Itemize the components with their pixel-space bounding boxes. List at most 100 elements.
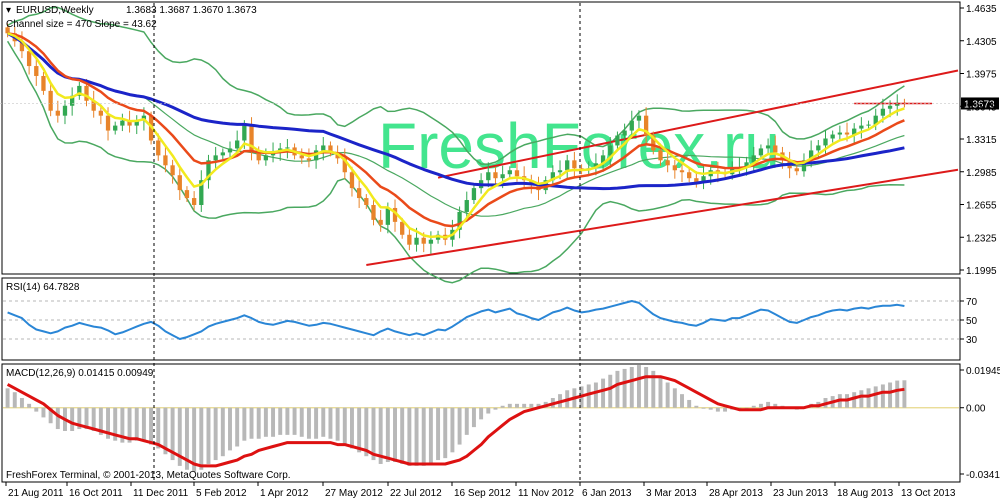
candle-body bbox=[593, 163, 599, 169]
x-axis-tick-label: 23 Jun 2013 bbox=[773, 488, 828, 499]
channel-upper-line bbox=[437, 69, 959, 179]
macd-histogram-bar bbox=[235, 407, 240, 447]
candle-body bbox=[84, 85, 89, 101]
macd-histogram-bar bbox=[443, 407, 448, 459]
candle-body bbox=[866, 124, 871, 126]
candle-body bbox=[306, 158, 312, 161]
macd-histogram-bar bbox=[299, 407, 304, 437]
candle-body bbox=[342, 158, 347, 173]
macd-histogram-bar bbox=[902, 380, 907, 408]
candle-body bbox=[70, 95, 75, 106]
ma-slow-line bbox=[6, 31, 905, 191]
macd-panel bbox=[3, 365, 959, 472]
macd-histogram-bar bbox=[19, 398, 24, 408]
candle-body bbox=[220, 152, 225, 156]
candle-body bbox=[5, 27, 10, 34]
candle-body bbox=[19, 41, 25, 52]
macd-histogram-bar bbox=[48, 407, 53, 424]
macd-histogram-bar bbox=[177, 407, 182, 466]
candle-body bbox=[887, 105, 893, 109]
candle-body bbox=[385, 207, 390, 225]
channel-info: Channel size = 470 Slope = 43.62 bbox=[6, 19, 157, 30]
candle-body bbox=[471, 188, 477, 201]
macd-histogram-bar bbox=[593, 382, 598, 408]
macd-histogram-bar bbox=[134, 407, 139, 441]
x-axis-tick-label: 11 Nov 2012 bbox=[518, 488, 574, 499]
candle-body bbox=[507, 170, 512, 175]
candle-body bbox=[773, 145, 778, 153]
macd-histogram-bar bbox=[321, 407, 326, 437]
price-panel bbox=[0, 6, 960, 284]
collapse-arrow-icon[interactable]: ▾ bbox=[6, 5, 11, 16]
macd-histogram-bar bbox=[895, 380, 900, 408]
candle-body bbox=[127, 120, 132, 126]
macd-histogram-bar bbox=[98, 407, 103, 435]
macd-histogram-bar bbox=[328, 407, 333, 439]
macd-histogram-bar bbox=[41, 407, 46, 418]
macd-histogram-bar bbox=[141, 407, 146, 441]
candle-body bbox=[514, 170, 520, 177]
candle-body bbox=[801, 160, 807, 172]
macd-histogram-bar bbox=[228, 407, 232, 451]
macd-histogram-bar bbox=[866, 388, 871, 408]
macd-histogram-bar bbox=[407, 407, 412, 466]
x-axis-tick-label: 3 Mar 2013 bbox=[646, 488, 697, 499]
macd-histogram-bar bbox=[507, 403, 512, 408]
macd-histogram-bar bbox=[758, 403, 763, 408]
candle-body bbox=[844, 132, 850, 135]
macd-histogram-bar bbox=[34, 407, 39, 412]
macd-histogram-bar bbox=[471, 407, 476, 428]
rsi-line bbox=[7, 300, 905, 340]
candle-body bbox=[837, 132, 842, 135]
candle-body bbox=[400, 221, 405, 235]
rsi-y-tick-label: 50 bbox=[966, 316, 978, 327]
x-axis-tick-label: 6 Jan 2013 bbox=[582, 488, 632, 499]
macd-histogram-bar bbox=[751, 405, 756, 408]
candle-body bbox=[651, 135, 656, 151]
candle-body bbox=[371, 204, 376, 220]
macd-histogram-bar bbox=[515, 403, 519, 408]
candle-body bbox=[486, 172, 491, 181]
candle-body bbox=[421, 237, 426, 244]
macd-y-tick-label: 0.01945 bbox=[966, 366, 1000, 377]
candle-body bbox=[177, 175, 182, 191]
macd-histogram-bar bbox=[371, 407, 376, 461]
current-price-tag bbox=[961, 97, 999, 110]
macd-histogram-bar bbox=[672, 388, 677, 408]
candle-body bbox=[414, 237, 419, 245]
macd-histogram-bar bbox=[457, 407, 462, 445]
macd-histogram-bar bbox=[385, 407, 390, 463]
macd-histogram-bar bbox=[450, 407, 455, 453]
macd-histogram-bar bbox=[522, 403, 527, 408]
candle-body bbox=[77, 85, 82, 96]
macd-histogram-bar bbox=[256, 407, 261, 439]
macd-histogram-bar bbox=[687, 399, 692, 408]
price-y-tick-label: 1.4635 bbox=[966, 4, 997, 15]
candle-body bbox=[321, 145, 326, 151]
candle-body bbox=[349, 172, 355, 189]
candle-body bbox=[378, 219, 383, 225]
macd-histogram-bar bbox=[493, 407, 498, 410]
macd-histogram-bar bbox=[199, 407, 204, 470]
macd-histogram-bar bbox=[278, 407, 283, 435]
macd-histogram-bar bbox=[529, 403, 534, 408]
candle-body bbox=[565, 160, 570, 171]
macd-histogram-bar bbox=[5, 388, 10, 408]
candle-body bbox=[407, 234, 412, 245]
candle-body bbox=[859, 125, 864, 129]
macd-histogram-bar bbox=[766, 401, 771, 408]
macd-histogram-bar bbox=[55, 407, 60, 430]
candle-body bbox=[808, 150, 814, 161]
macd-histogram-bar bbox=[12, 392, 17, 408]
candle-body bbox=[62, 105, 68, 116]
macd-histogram-bar bbox=[436, 407, 441, 461]
candle-body bbox=[285, 147, 290, 149]
candle-body bbox=[91, 100, 96, 111]
macd-histogram-bar bbox=[414, 407, 419, 466]
rsi-panel-frame bbox=[1, 277, 961, 361]
macd-histogram-bar bbox=[120, 407, 125, 443]
macd-histogram-bar bbox=[106, 407, 111, 439]
macd-histogram-bar bbox=[192, 407, 197, 472]
macd-histogram-bar bbox=[364, 407, 369, 457]
